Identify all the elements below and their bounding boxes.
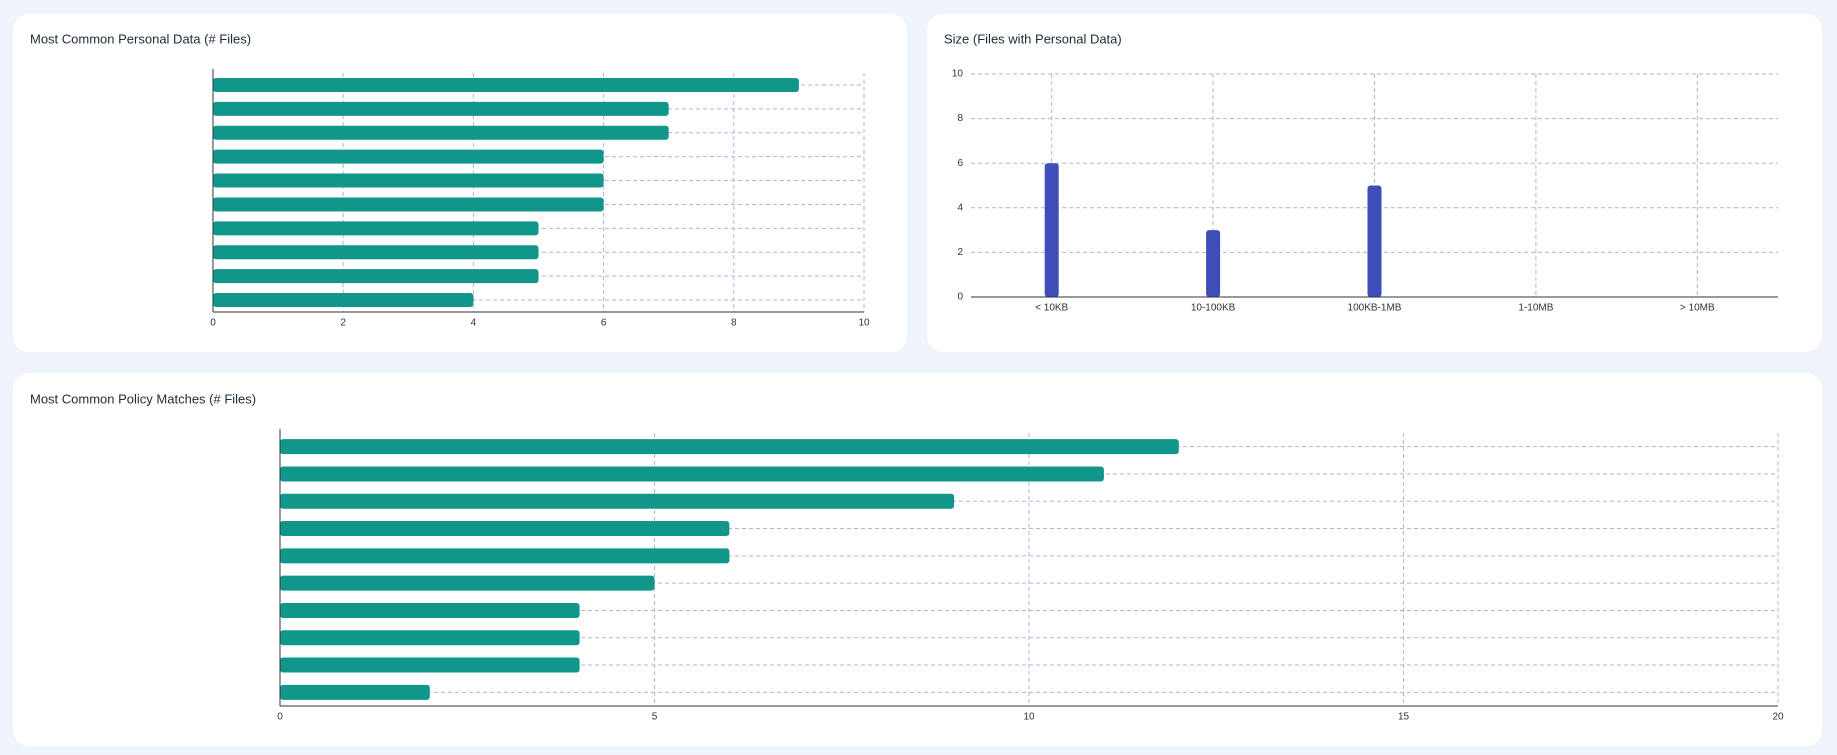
- chart-title: Most Common Personal Data (# Files): [30, 31, 251, 46]
- bar: [213, 173, 604, 188]
- bar: [280, 657, 580, 673]
- x-tick-label: 8: [731, 318, 737, 329]
- bar: [280, 521, 730, 537]
- chart-title: Most Common Policy Matches (# Files): [30, 391, 256, 406]
- bar: [213, 197, 604, 212]
- bar: [213, 221, 539, 236]
- x-tick-label: 10: [858, 318, 870, 329]
- bar: [213, 101, 669, 116]
- bar: [213, 125, 669, 140]
- x-tick-label: 10-100KB: [1191, 303, 1236, 314]
- bar: [280, 548, 730, 564]
- y-tick-label: 4: [957, 202, 963, 213]
- x-tick-label: 15: [1398, 712, 1410, 723]
- y-tick-label: 6: [957, 158, 963, 169]
- x-tick-label: 0: [210, 318, 216, 329]
- bar: [213, 245, 539, 260]
- x-tick-label: 1-10MB: [1518, 303, 1553, 314]
- bar: [280, 602, 580, 618]
- chart-title: Size (Files with Personal Data): [944, 31, 1122, 46]
- x-tick-label: 0: [277, 712, 283, 723]
- bar: [213, 77, 799, 92]
- bar: [280, 439, 1179, 455]
- bar: [213, 269, 539, 284]
- bar: [1367, 185, 1382, 297]
- bar: [280, 684, 430, 700]
- x-tick-label: > 10MB: [1680, 303, 1715, 314]
- x-tick-label: 6: [601, 318, 607, 329]
- bar: [280, 630, 580, 646]
- x-tick-label: 2: [340, 318, 346, 329]
- card: [13, 373, 1822, 746]
- bar: [213, 149, 604, 164]
- bar: [1206, 230, 1221, 297]
- y-tick-label: 0: [957, 292, 963, 303]
- y-tick-label: 8: [957, 113, 963, 124]
- y-tick-label: 2: [957, 247, 963, 258]
- x-tick-label: 10: [1023, 712, 1035, 723]
- bar: [280, 493, 955, 509]
- x-tick-label: 4: [471, 318, 477, 329]
- bar: [280, 575, 655, 591]
- bar: [280, 466, 1104, 482]
- x-tick-label: < 10KB: [1035, 303, 1068, 314]
- x-tick-label: 20: [1772, 712, 1784, 723]
- y-tick-label: 10: [952, 69, 964, 80]
- bar: [213, 293, 474, 308]
- x-tick-label: 5: [652, 712, 658, 723]
- bar: [1044, 163, 1059, 297]
- x-tick-label: 100KB-1MB: [1348, 303, 1402, 314]
